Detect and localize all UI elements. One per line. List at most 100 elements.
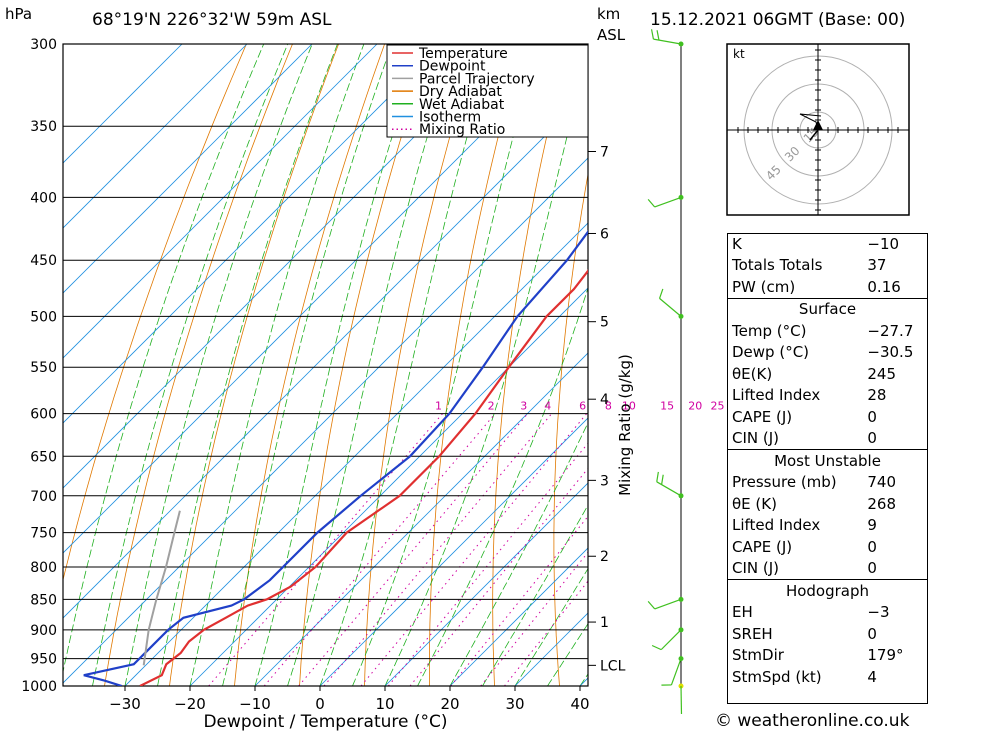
- wet-adiabat: [63, 44, 265, 674]
- pressure-tick-label: 900: [30, 623, 57, 639]
- pressure-tick-label: 450: [30, 253, 57, 269]
- km-tick-label: 4: [600, 392, 609, 408]
- km-tick-label: 6: [600, 226, 609, 242]
- wet-adiabat: [157, 44, 338, 686]
- index-row: Temp (°C) −27.7: [728, 320, 927, 342]
- isotherm: [63, 44, 183, 164]
- index-value: 28: [867, 386, 887, 405]
- pressure-tick-label: 1000: [21, 679, 57, 695]
- pressure-tick-label: 750: [30, 526, 57, 542]
- pressure-tick-label: 700: [30, 489, 57, 505]
- wind-barb-shaft: [654, 598, 682, 610]
- index-row: CAPE (J) 0: [728, 536, 927, 558]
- index-label: Dewp (°C): [732, 343, 810, 362]
- credit-text: © weatheronline.co.uk: [715, 711, 910, 731]
- index-row: StmSpd (kt) 4: [728, 666, 927, 688]
- temperature-tick-label: 0: [315, 695, 325, 713]
- dry-adiabat: [934, 7, 1000, 712]
- index-section-title: Surface: [728, 297, 927, 320]
- index-value: −27.7: [867, 321, 914, 340]
- dry-adiabat: [104, 44, 293, 686]
- index-value: 0: [867, 624, 877, 643]
- legend-label: Dry Adiabat: [419, 84, 502, 100]
- temperature-tick-label: 20: [440, 695, 459, 713]
- indices-outer-frame: [727, 233, 928, 704]
- wet-adiabat: [254, 44, 423, 686]
- mixing-ratio-label: 20: [688, 400, 702, 413]
- wind-barb-shaft: [659, 297, 682, 317]
- index-section-title: Hodograph: [728, 579, 927, 602]
- mixing-ratio-label: 25: [711, 400, 725, 413]
- legend-label: Mixing Ratio: [419, 122, 505, 138]
- temperature-line: [139, 269, 588, 686]
- mixing-ratio-line: [450, 515, 588, 686]
- index-label: PW (cm): [732, 277, 796, 296]
- index-label: StmDir: [732, 646, 784, 665]
- dry-adiabat: [982, 7, 1000, 712]
- index-value: 179°: [867, 646, 904, 665]
- mixing-ratio-line: [504, 580, 588, 686]
- index-label: Lifted Index: [732, 516, 821, 535]
- pressure-tick-label: 500: [30, 309, 57, 325]
- index-row: CAPE (J) 0: [728, 406, 927, 428]
- pressure-tick-label: 600: [30, 407, 57, 423]
- mixing-ratio-line: [208, 413, 443, 686]
- wet-adiabat: [449, 421, 588, 686]
- temperature-tick-label: 30: [505, 695, 524, 713]
- pressure-tick-label: 550: [30, 360, 57, 376]
- temperature-tick-label: −30: [109, 695, 141, 713]
- index-row: CIN (J) 0: [728, 558, 927, 580]
- legend-label: Isotherm: [419, 110, 481, 126]
- index-value: 0: [867, 407, 877, 426]
- index-label: EH: [732, 603, 753, 622]
- indices-table: K −10 Totals Totals 37 PW (cm) 0.16 Surface Tem…: [728, 233, 927, 688]
- mixing-ratio-label: 1: [435, 400, 442, 413]
- mixing-ratio-line: [360, 413, 588, 686]
- dry-adiabat: [169, 44, 340, 686]
- hodograph-storm-marker: [813, 120, 823, 130]
- index-row: EH −3: [728, 602, 927, 624]
- index-label: SREH: [732, 624, 773, 643]
- index-row: SREH 0: [728, 623, 927, 645]
- x-axis-label: Dewpoint / Temperature (°C): [203, 712, 447, 732]
- mixing-ratio-label: 2: [488, 400, 495, 413]
- isotherm: [63, 44, 313, 294]
- isotherm: [319, 417, 588, 686]
- pressure-tick-label: 400: [30, 190, 57, 206]
- index-value: 37: [867, 256, 887, 275]
- index-value: 740: [867, 473, 897, 492]
- pressure-tick-label: 300: [30, 37, 57, 53]
- index-row: Totals Totals 37: [728, 255, 927, 277]
- index-row: CIN (J) 0: [728, 428, 927, 450]
- km-tick-label: LCL: [600, 658, 626, 674]
- isotherm: [63, 44, 248, 229]
- index-label: CAPE (J): [732, 537, 793, 556]
- dry-adiabat: [429, 44, 524, 686]
- mixing-ratio-label: 8: [605, 400, 612, 413]
- index-label: Lifted Index: [732, 386, 821, 405]
- index-label: K: [732, 234, 742, 253]
- index-row: Dewp (°C) −30.5: [728, 342, 927, 364]
- index-label: Totals Totals: [732, 256, 823, 275]
- index-value: −10: [867, 234, 900, 253]
- wind-barb-shaft: [656, 481, 682, 497]
- asl-unit-label: ASL: [597, 26, 626, 44]
- wind-barb-shaft: [660, 629, 682, 651]
- isotherm: [254, 352, 588, 686]
- index-section-header: Surface: [728, 297, 927, 320]
- mixing-ratio-label: 6: [579, 400, 586, 413]
- wind-barb-flag: [661, 474, 664, 485]
- mixing-ratio-label: 3: [520, 400, 527, 413]
- mixing-ratio-line: [323, 413, 553, 686]
- wind-barb-flag: [647, 199, 656, 208]
- wind-barb-flag: [658, 288, 664, 299]
- location-title: 68°19'N 226°32'W 59m ASL: [92, 10, 332, 30]
- dry-adiabat: [234, 44, 386, 686]
- isotherm: [189, 287, 588, 686]
- index-value: 268: [867, 494, 897, 513]
- isotherm: [63, 44, 378, 359]
- index-label: θE(K): [732, 364, 773, 383]
- dewpoint-line: [83, 230, 588, 686]
